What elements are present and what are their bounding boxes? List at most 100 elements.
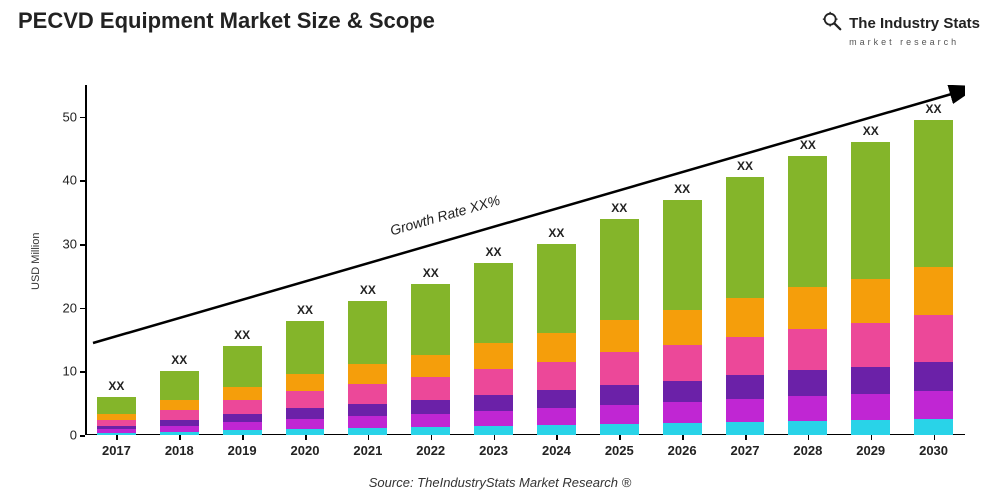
- bar-segment: [348, 384, 387, 404]
- growth-rate-label: Growth Rate XX%: [388, 192, 502, 239]
- x-tick-label: 2029: [856, 443, 885, 458]
- x-axis-line: [85, 434, 965, 436]
- bar: XX: [474, 263, 513, 435]
- bar-segment: [411, 284, 450, 354]
- bar-segment: [348, 301, 387, 363]
- bar-segment: [223, 346, 262, 387]
- x-tick-mark: [871, 435, 873, 440]
- bar-segment: [97, 397, 136, 414]
- gear-magnifier-icon: [821, 10, 843, 37]
- y-axis-label: USD Million: [30, 233, 42, 290]
- bar: XX: [663, 200, 702, 435]
- y-tick-mark: [80, 180, 85, 182]
- bar-segment: [726, 399, 765, 422]
- x-tick-label: 2021: [353, 443, 382, 458]
- y-tick-label: 10: [63, 364, 77, 379]
- bar-value-label: XX: [611, 201, 627, 215]
- bar-segment: [286, 429, 325, 435]
- x-tick-mark: [305, 435, 307, 440]
- x-tick-label: 2030: [919, 443, 948, 458]
- bar-segment: [788, 370, 827, 396]
- bar-segment: [914, 362, 953, 391]
- bar-segment: [726, 177, 765, 298]
- x-tick-label: 2017: [102, 443, 131, 458]
- bar-segment: [286, 419, 325, 429]
- bar-segment: [348, 364, 387, 384]
- x-tick-mark: [494, 435, 496, 440]
- bar-segment: [537, 362, 576, 391]
- y-tick-label: 20: [63, 300, 77, 315]
- bar-value-label: XX: [234, 328, 250, 342]
- y-tick-label: 0: [70, 428, 77, 443]
- x-tick-mark: [242, 435, 244, 440]
- bar: XX: [286, 321, 325, 436]
- bar-segment: [788, 329, 827, 371]
- x-tick-mark: [745, 435, 747, 440]
- x-tick-mark: [556, 435, 558, 440]
- bar-value-label: XX: [863, 124, 879, 138]
- bar-value-label: XX: [674, 182, 690, 196]
- bar-segment: [160, 400, 199, 410]
- chart-title: PECVD Equipment Market Size & Scope: [18, 8, 435, 34]
- bar-segment: [914, 120, 953, 268]
- bar-segment: [160, 410, 199, 420]
- x-tick-mark: [431, 435, 433, 440]
- bar: XX: [726, 177, 765, 435]
- bar-segment: [851, 420, 890, 435]
- bar-segment: [600, 405, 639, 424]
- bar-segment: [726, 375, 765, 399]
- bar-value-label: XX: [486, 245, 502, 259]
- brand-logo: The Industry Stats market research: [821, 10, 980, 47]
- bar-value-label: XX: [360, 283, 376, 297]
- bar-segment: [286, 374, 325, 391]
- bar: XX: [600, 219, 639, 435]
- x-tick-label: 2026: [668, 443, 697, 458]
- bar-value-label: XX: [171, 353, 187, 367]
- logo-sub-text: market research: [849, 37, 980, 47]
- bar: XX: [851, 142, 890, 435]
- y-tick-label: 40: [63, 173, 77, 188]
- bar: XX: [788, 156, 827, 435]
- bar-value-label: XX: [108, 379, 124, 393]
- bar-value-label: XX: [423, 266, 439, 280]
- bar-segment: [474, 411, 513, 426]
- bar-segment: [223, 387, 262, 401]
- bar-segment: [537, 390, 576, 408]
- bar-segment: [663, 402, 702, 423]
- bar-segment: [600, 219, 639, 320]
- x-tick-mark: [179, 435, 181, 440]
- bar-segment: [411, 414, 450, 427]
- y-tick-mark: [80, 435, 85, 437]
- y-tick-mark: [80, 371, 85, 373]
- x-tick-label: 2024: [542, 443, 571, 458]
- bar-segment: [726, 422, 765, 435]
- bar-segment: [726, 298, 765, 337]
- bar: XX: [411, 284, 450, 435]
- y-tick-label: 50: [63, 109, 77, 124]
- bar-segment: [411, 427, 450, 435]
- bar-segment: [663, 310, 702, 345]
- bar-segment: [851, 323, 890, 367]
- bar-segment: [788, 156, 827, 287]
- bar-segment: [663, 381, 702, 403]
- bar-segment: [663, 423, 702, 435]
- bar-segment: [600, 385, 639, 405]
- bar-segment: [914, 419, 953, 435]
- bar-segment: [160, 432, 199, 436]
- bar-segment: [537, 408, 576, 425]
- bar-segment: [788, 396, 827, 421]
- bar-segment: [537, 244, 576, 333]
- bar-segment: [851, 279, 890, 323]
- bar-segment: [223, 400, 262, 414]
- x-tick-mark: [934, 435, 936, 440]
- bar-segment: [663, 200, 702, 310]
- bar-segment: [286, 321, 325, 374]
- bar-segment: [348, 416, 387, 428]
- x-tick-label: 2019: [228, 443, 257, 458]
- x-tick-label: 2020: [291, 443, 320, 458]
- bar-segment: [474, 369, 513, 395]
- bar-segment: [851, 394, 890, 420]
- x-tick-label: 2027: [731, 443, 760, 458]
- x-tick-label: 2023: [479, 443, 508, 458]
- bar-segment: [914, 267, 953, 314]
